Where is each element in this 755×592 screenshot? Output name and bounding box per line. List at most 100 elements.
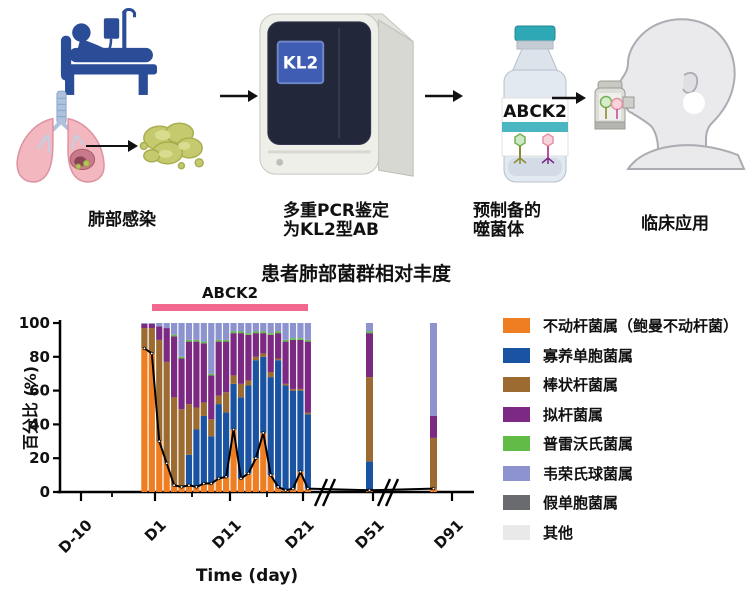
bar-segment-veillonella — [193, 323, 200, 340]
bar-segment-bacteroides — [275, 333, 282, 359]
bar-segment-prevotella — [178, 356, 185, 359]
bar-segment-acinetobacter — [230, 429, 237, 492]
trend-line-point — [142, 346, 147, 350]
bar-segment-acinetobacter — [163, 463, 170, 492]
vial-neck — [511, 48, 559, 73]
inhaler-mouthpiece — [622, 96, 635, 109]
legend-swatch-stenotrophomonas — [503, 347, 530, 363]
bar-segment-veillonella — [200, 323, 207, 342]
chart-title: 患者肺部菌群相对丰度 — [261, 262, 452, 285]
bar-segment-veillonella — [252, 323, 259, 332]
bar-segment-corynebacterium — [260, 353, 267, 357]
bar-segment-acinetobacter — [193, 486, 200, 492]
chart-legend: 不动杆菌属（鲍曼不动杆菌） 寡养单胞菌属 棒状杆菌属 拟杆菌属 普雷沃氏菌属 韦荣氏球菌属… — [503, 311, 738, 547]
bar-segment-corynebacterium — [304, 412, 311, 415]
bar-segment-bacteroides — [366, 333, 373, 378]
lungs-to-sputum-arrow — [86, 140, 138, 152]
trend-line-point — [194, 485, 199, 489]
trend-line-point — [150, 351, 154, 356]
bar-segment-acinetobacter — [200, 483, 207, 492]
bar-segment-acinetobacter — [156, 441, 163, 492]
bar-segment-stenotrophomonas — [245, 385, 252, 474]
trend-line-point — [217, 476, 221, 481]
chart-plot-area: 0 20 40 60 80 100 D-10 D1 D11 D21 D51 D91 — [19, 304, 474, 557]
bar-segment-prevotella — [185, 339, 193, 342]
bar-segment-corynebacterium — [267, 372, 274, 378]
bar-segment-prevotella — [275, 331, 282, 334]
bar-segment-acinetobacter — [267, 475, 274, 492]
bar-segment-acinetobacter — [141, 348, 148, 492]
bar-segment-prevotella — [366, 331, 373, 334]
x-tick-label: D1 — [141, 516, 170, 545]
legend-swatch-acinetobacter — [503, 318, 530, 334]
bar-segment-veillonella — [297, 323, 304, 339]
bar-segment-stenotrophomonas — [366, 461, 373, 491]
trend-line-point — [283, 488, 288, 492]
trend-line-point — [367, 488, 372, 492]
legend-row-prevotella: 普雷沃氏菌属 — [503, 429, 738, 459]
legend-swatch-bacteroides — [503, 406, 530, 422]
bar-segment-prevotella — [297, 338, 304, 340]
legend-row-corynebacterium: 棒状杆菌属 — [503, 370, 738, 400]
bar-segment-bacteroides — [245, 334, 252, 381]
trend-line-point — [298, 470, 303, 474]
trend-line-point — [254, 456, 258, 460]
step-label-clinical: 临床应用 — [641, 214, 709, 234]
bar-segment-bacteroides — [141, 323, 148, 329]
bar-segment-prevotella — [237, 331, 245, 334]
trend-line-point — [187, 483, 191, 487]
iv-tube — [101, 38, 113, 58]
axis-break-slash — [313, 478, 329, 507]
bar-segment-stenotrophomonas — [297, 390, 304, 472]
bar-segment-veillonella — [156, 323, 163, 327]
iv-pole — [122, 11, 127, 53]
bar-segment-corynebacterium — [297, 388, 304, 391]
bar-segment-bacteroides — [237, 333, 245, 384]
bar-segment-veillonella — [245, 323, 252, 334]
axis-break-slash — [376, 478, 392, 507]
workflow-arrow-1 — [220, 90, 258, 102]
bar-segment-prevotella — [282, 339, 289, 342]
step-label-phage: 预制备的 噬菌体 — [473, 202, 541, 240]
bar-segment-bacteroides — [156, 326, 163, 340]
axis-break-slash — [321, 478, 337, 507]
bar-segment-veillonella — [267, 323, 274, 334]
bar-segment-corynebacterium — [252, 356, 259, 361]
vial-cap — [514, 25, 556, 42]
machine-button — [276, 158, 284, 166]
bar-segment-veillonella — [148, 323, 155, 324]
trend-line-point — [165, 461, 169, 465]
ear — [682, 72, 699, 94]
bed-frame — [60, 64, 158, 75]
bar-segment-veillonella — [237, 323, 245, 332]
bar-segment-veillonella — [230, 323, 237, 332]
x-tick-label: D11 — [209, 516, 245, 552]
bar-segment-bacteroides — [163, 328, 170, 362]
bar-segment-bacteroides — [208, 375, 215, 420]
bar-segment-stenotrophomonas — [304, 414, 311, 489]
trend-line-point — [224, 475, 228, 479]
legend-label-corynebacterium: 棒状杆菌属 — [543, 376, 619, 395]
bar-segment-acinetobacter — [223, 476, 230, 492]
legend-row-pseudomonas: 假单胞菌属 — [503, 488, 738, 518]
bar-segment-acinetobacter — [185, 485, 193, 492]
phage-glyph-green — [513, 133, 527, 164]
y-tick-label: 60 — [29, 382, 50, 400]
bar-segment-corynebacterium — [156, 339, 163, 442]
bar-segment-prevotella — [245, 333, 252, 335]
trend-line-point — [239, 476, 243, 481]
bar-segment-corynebacterium — [208, 419, 215, 437]
bar-segment-prevotella — [304, 339, 311, 342]
trend-line-point — [291, 486, 295, 491]
step-label-pcr: 多重PCR鉴定 为KL2型AB — [283, 202, 389, 240]
trend-line-point — [431, 486, 436, 491]
bar-segment-corynebacterium — [148, 328, 155, 354]
bar-segment-corynebacterium — [163, 361, 170, 464]
bar-segment-bacteroides — [200, 343, 207, 403]
workflow-arrow-3 — [552, 92, 586, 104]
bar-segment-bacteroides — [289, 339, 297, 389]
bar-segment-stenotrophomonas — [275, 360, 282, 487]
bar-segment-stenotrophomonas — [252, 360, 259, 459]
legend-row-stenotrophomonas: 寡养单胞菌属 — [503, 341, 738, 371]
lung-left-lobe — [16, 117, 54, 183]
